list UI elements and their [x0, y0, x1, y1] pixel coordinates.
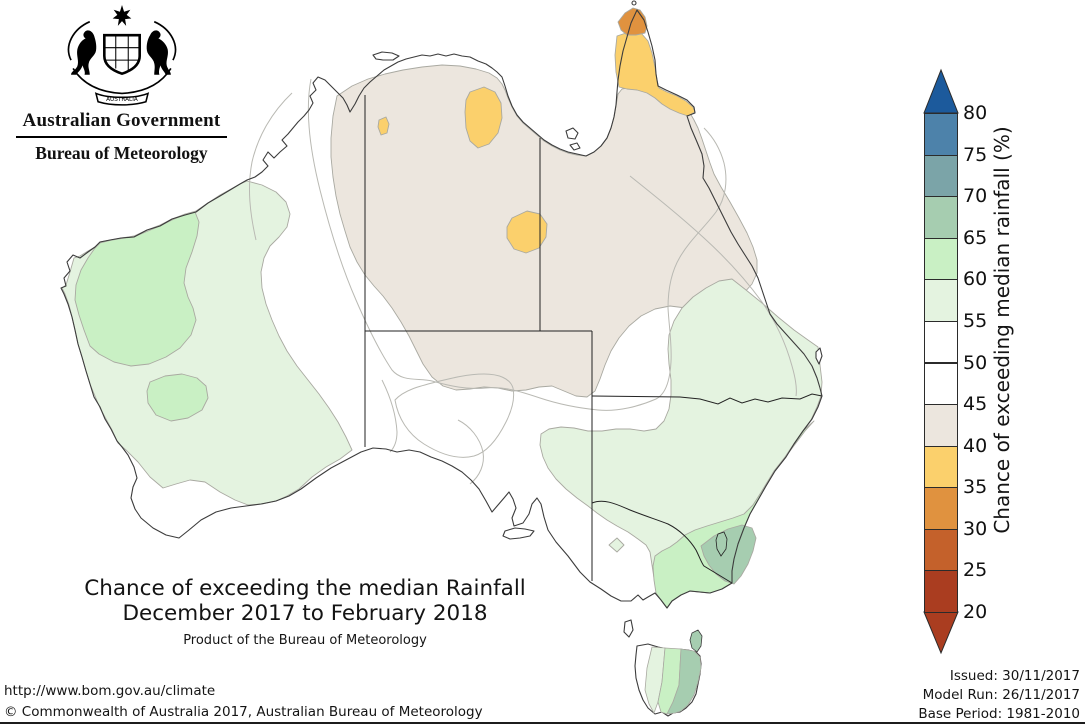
- map-title-block: Chance of exceeding the median Rainfall …: [55, 576, 555, 648]
- commonwealth-star-icon: [112, 5, 131, 26]
- footer-left-block: http://www.bom.gov.au/climate © Commonwe…: [4, 681, 483, 723]
- island-kangaroo: [503, 528, 534, 539]
- legend-axis-label: Chance of exceeding median rainfall (%): [990, 126, 1014, 533]
- region-kimberley-35-40: [378, 117, 389, 135]
- kangaroo-icon: [71, 30, 96, 74]
- logo-text-government: Australian Government: [14, 110, 229, 132]
- island-groote: [566, 128, 578, 139]
- footer-model-run: Model Run: 26/11/2017: [918, 686, 1080, 705]
- bom-seasonal-rainfall-outlook: AUSTRALIA Australian Government Bureau o…: [0, 0, 1085, 726]
- bottom-rule: [0, 722, 1085, 724]
- logo-text-bureau: Bureau of Meteorology: [14, 143, 229, 164]
- australian-coat-of-arms-icon: AUSTRALIA: [47, 4, 197, 108]
- region-flinders-island-65-70: [690, 630, 702, 652]
- footer-copyright: © Commonwealth of Australia 2017, Austra…: [4, 702, 483, 723]
- region-diamond-55-60: [609, 538, 624, 552]
- map-subtitle: Product of the Bureau of Meteorology: [55, 633, 555, 648]
- shield-icon: [104, 35, 139, 73]
- footer-right-block: Issued: 30/11/2017 Model Run: 26/11/2017…: [918, 667, 1080, 724]
- island-torres-strait: [632, 1, 636, 5]
- region-cape-york-tip-30-35: [618, 8, 647, 35]
- logo-divider: [16, 136, 227, 138]
- island-king: [624, 620, 633, 637]
- island-mornington: [570, 143, 580, 150]
- map-title-line2: December 2017 to February 2018: [55, 601, 555, 626]
- map-title-line1: Chance of exceeding the median Rainfall: [55, 576, 555, 601]
- bom-logo: AUSTRALIA Australian Government Bureau o…: [14, 4, 229, 164]
- emu-icon: [146, 30, 170, 74]
- footer-issued: Issued: 30/11/2017: [918, 667, 1080, 686]
- island-melville: [373, 52, 399, 60]
- scroll-text: AUSTRALIA: [106, 97, 138, 103]
- footer-url: http://www.bom.gov.au/climate: [4, 681, 483, 702]
